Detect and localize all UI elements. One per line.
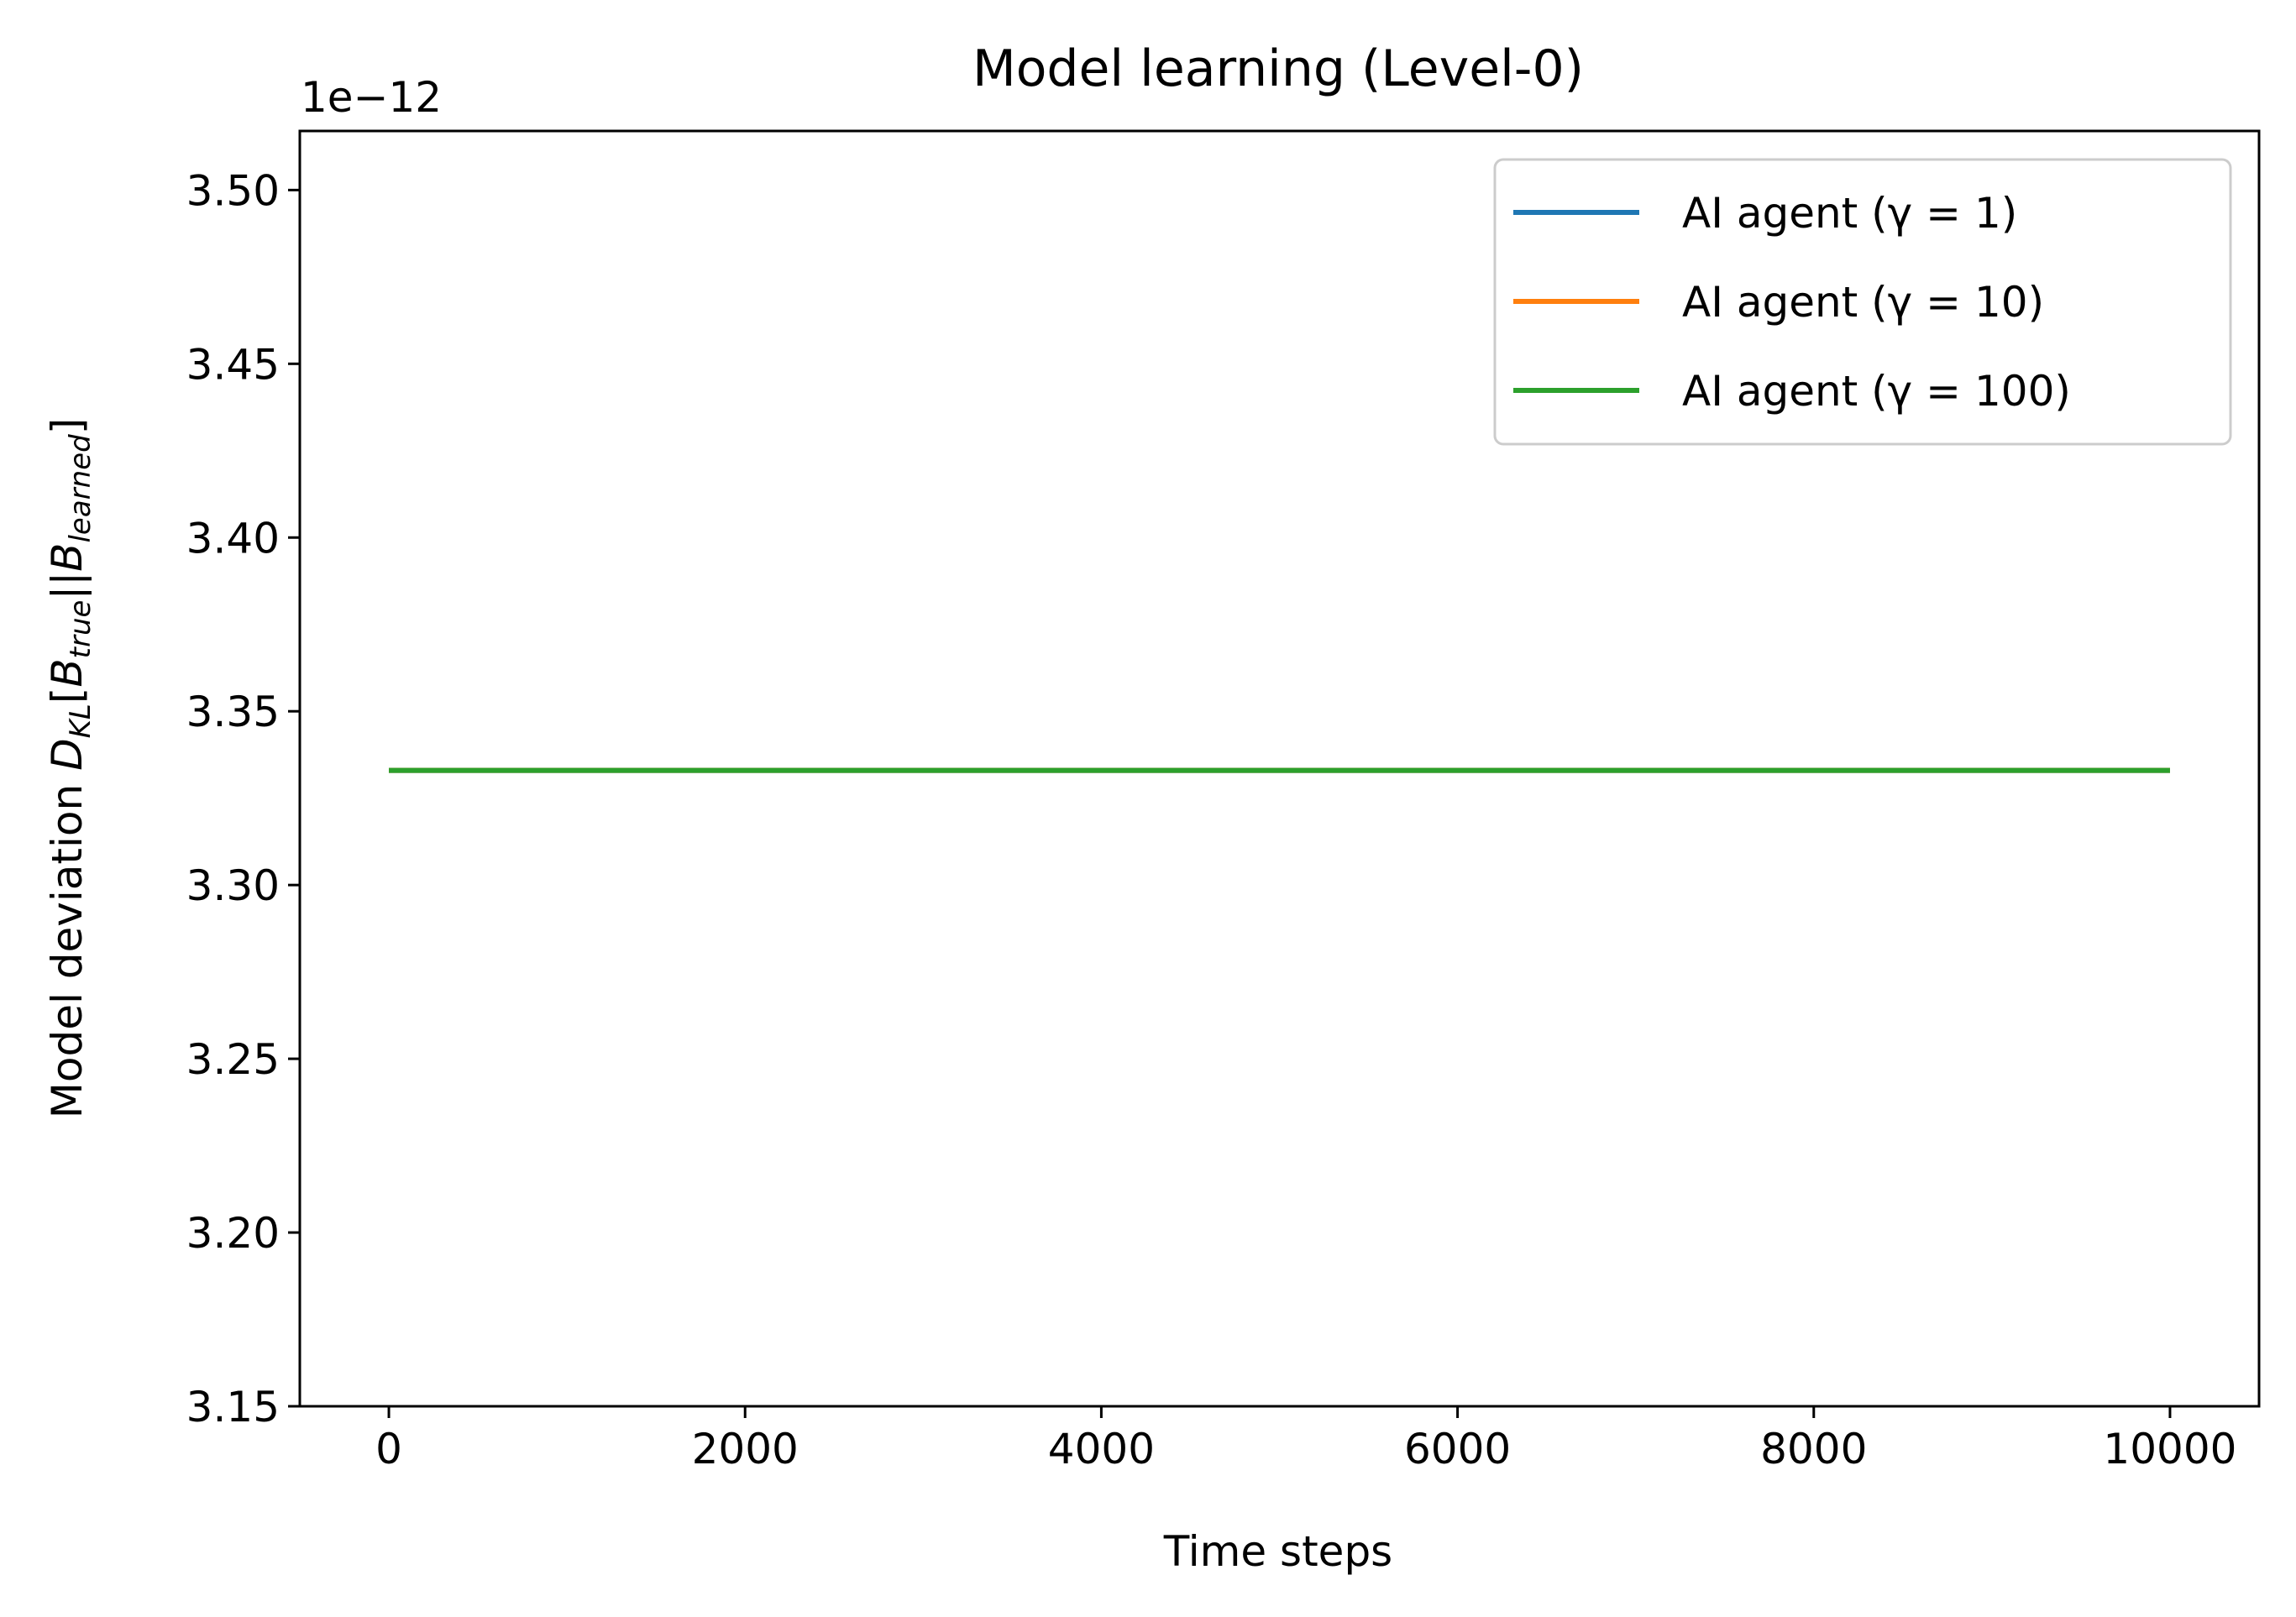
plot-frame [298, 129, 2261, 1408]
x-tick-label: 4000 [1048, 1425, 1155, 1473]
y-tick-label: 3.30 [186, 861, 280, 910]
y-tick-label: 3.25 [186, 1035, 280, 1084]
legend-items: AI agent (γ = 1) AI agent (γ = 10) AI agen… [1513, 189, 2071, 416]
y-tick-label: 3.50 [186, 166, 280, 215]
x-tick-label: 0 [375, 1425, 402, 1473]
legend-label-1: AI agent (γ = 1) [1682, 189, 2017, 238]
legend-box [1493, 158, 2232, 446]
legend: AI agent (γ = 1) AI agent (γ = 10) AI agen… [1493, 158, 2232, 446]
y-ticks: 3.15 3.20 3.25 3.30 3.35 3.40 3.45 3.50 [186, 166, 300, 1431]
x-ticks: 0 2000 4000 6000 8000 10000 [375, 1406, 2236, 1473]
x-axis-label: Time steps [1163, 1527, 1392, 1576]
chart-title: Model learning (Level-0) [972, 39, 1584, 98]
y-axis-label: Model deviation DKL[Btrue||Blearned] [43, 418, 97, 1118]
x-tick-label: 8000 [1760, 1425, 1867, 1473]
y-tick-label: 3.15 [186, 1383, 280, 1431]
y-tick-label: 3.35 [186, 688, 280, 736]
y-tick-label: 3.40 [186, 514, 280, 563]
x-tick-label: 10000 [2103, 1425, 2236, 1473]
y-offset-label: 1e−12 [301, 73, 442, 122]
x-tick-label: 2000 [692, 1425, 799, 1473]
y-tick-label: 3.20 [186, 1209, 280, 1258]
legend-label-3: AI agent (γ = 100) [1682, 367, 2071, 416]
x-tick-label: 6000 [1404, 1425, 1511, 1473]
y-tick-label: 3.45 [186, 340, 280, 389]
legend-label-2: AI agent (γ = 10) [1682, 278, 2044, 327]
